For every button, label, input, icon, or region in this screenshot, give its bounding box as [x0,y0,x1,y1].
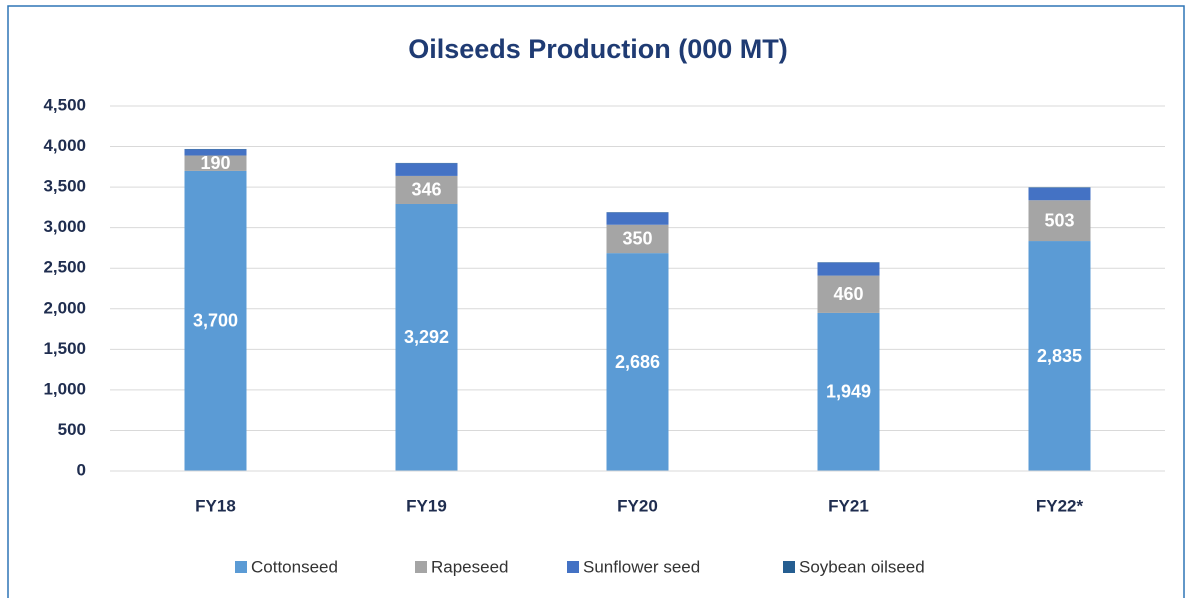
y-tick-label: 1,500 [43,339,86,358]
value-label: 3,700 [193,311,238,331]
legend-label: Rapeseed [431,557,509,576]
legend-label: Cottonseed [251,557,338,576]
value-label: 350 [622,229,652,249]
chart-title: Oilseeds Production (000 MT) [408,34,788,64]
bar-segment [606,212,669,225]
legend-swatch [415,561,427,573]
legend-label: Soybean oilseed [799,557,925,576]
chart-border [7,5,1185,598]
bar-segment [817,262,880,276]
y-tick-label: 1,000 [43,379,86,398]
bar-segment [817,312,880,471]
legend-swatch [567,561,579,573]
bar-segment [184,149,247,156]
y-tick-label: 500 [58,420,86,439]
y-tick-label: 3,000 [43,217,86,236]
bar-segment [395,163,458,176]
bar-segment [184,170,247,471]
y-tick-label: 3,500 [43,177,86,196]
bar-segment [606,224,669,254]
legend-label: Sunflower seed [583,557,700,576]
bar-segment [1028,241,1091,471]
bar-segment [1028,200,1091,242]
x-tick-label: FY21 [828,496,869,515]
bar-segment [395,175,458,204]
bar-segment [1028,187,1091,201]
x-tick-label: FY18 [195,496,236,515]
legend-swatch [783,561,795,573]
value-label: 3,292 [404,327,449,347]
x-tick-label: FY19 [406,496,447,515]
value-label: 460 [833,284,863,304]
value-label: 2,686 [615,352,660,372]
y-tick-label: 2,500 [43,258,86,277]
bar-segment [606,253,669,471]
bar-segment [184,155,247,171]
y-tick-label: 0 [77,460,86,479]
y-tick-label: 4,000 [43,136,86,155]
x-tick-label: FY22* [1036,496,1084,515]
value-label: 190 [200,153,230,173]
x-tick-label: FY20 [617,496,658,515]
y-tick-label: 4,500 [43,95,86,114]
value-label: 346 [411,180,441,200]
y-tick-label: 2,000 [43,298,86,317]
bar-segment [395,203,458,471]
bar-segment [817,275,880,313]
value-label: 2,835 [1037,346,1082,366]
value-label: 503 [1044,210,1074,230]
legend-swatch [235,561,247,573]
value-label: 1,949 [826,382,871,402]
